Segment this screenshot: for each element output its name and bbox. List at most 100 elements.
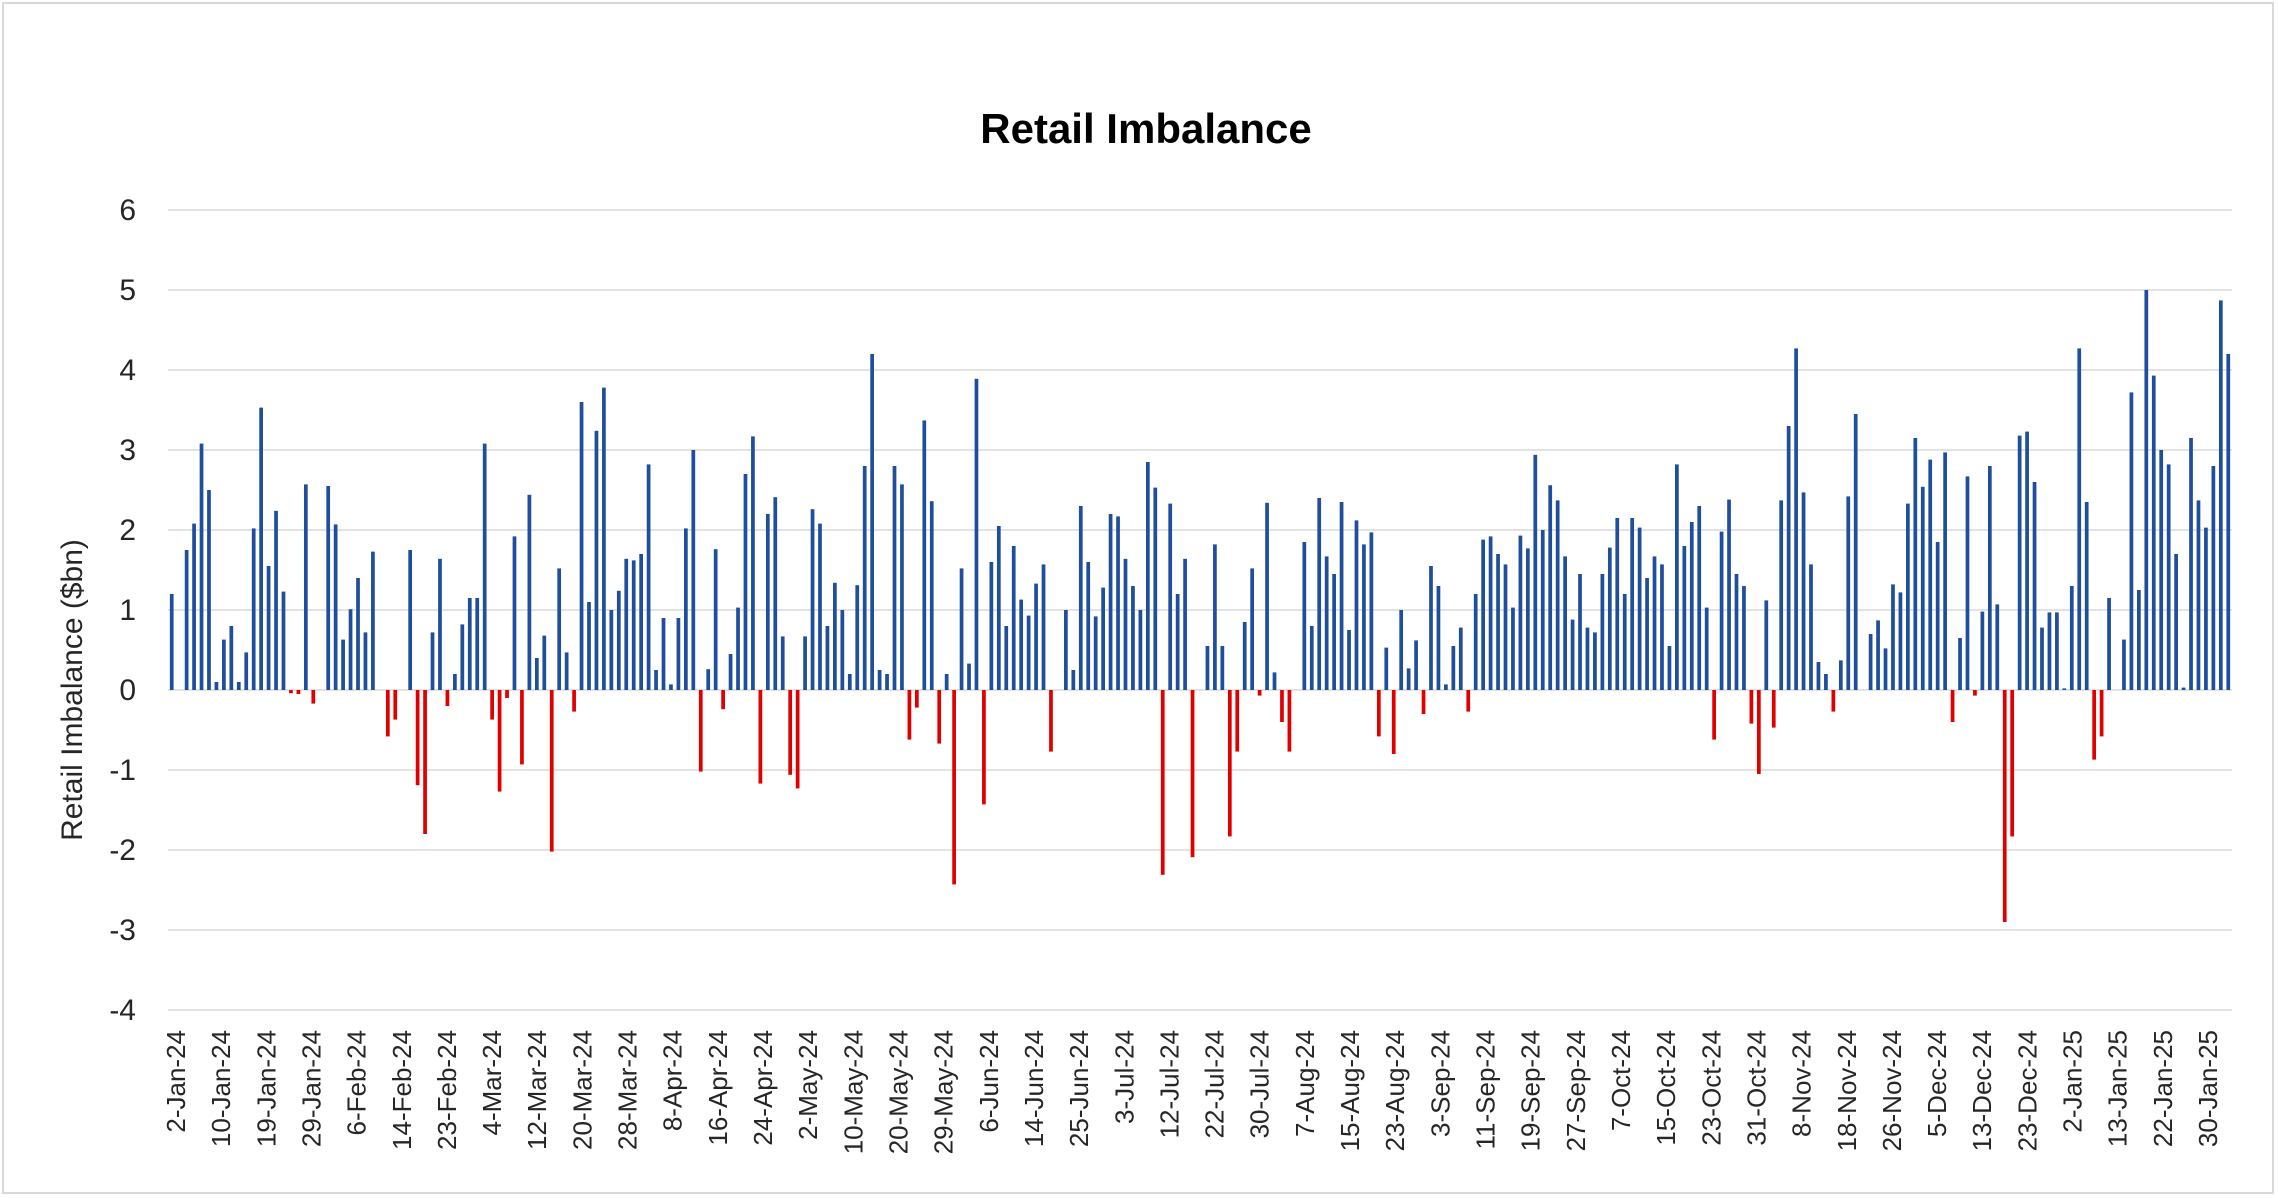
- bar: [2069, 586, 2074, 690]
- bar: [356, 578, 360, 690]
- bar: [631, 560, 636, 690]
- bar: [214, 682, 219, 690]
- x-tick-label: 8-Apr-24: [658, 1030, 688, 1131]
- bar: [2151, 375, 2156, 690]
- bar: [1503, 564, 1508, 690]
- bar: [1153, 487, 1158, 690]
- bar: [1563, 556, 1567, 690]
- bar: [654, 670, 658, 690]
- x-tick-label: 3-Jul-24: [1109, 1030, 1139, 1124]
- bar: [825, 626, 830, 690]
- x-tick-label: 19-Jan-24: [251, 1030, 281, 1147]
- bar: [1168, 503, 1173, 690]
- bar: [1019, 599, 1024, 690]
- bar: [1630, 518, 1635, 690]
- bar: [1458, 627, 1463, 690]
- bar: [1816, 662, 1821, 690]
- bar: [1540, 530, 1545, 690]
- bar: [602, 387, 606, 690]
- bar: [1697, 506, 1702, 690]
- bar: [1041, 564, 1046, 690]
- bar: [1369, 532, 1374, 690]
- bar: [1853, 414, 1858, 690]
- bar: [1108, 514, 1113, 690]
- x-tick-label: 15-Aug-24: [1335, 1030, 1365, 1151]
- bar: [1011, 546, 1016, 690]
- y-tick-label: -3: [109, 914, 136, 947]
- bar: [326, 486, 331, 690]
- bar: [773, 497, 778, 690]
- bar: [2084, 502, 2089, 690]
- bar: [385, 690, 390, 737]
- bar: [1220, 646, 1225, 690]
- y-tick-label: 4: [119, 354, 136, 387]
- bar: [1742, 586, 1746, 690]
- bar: [1607, 547, 1612, 690]
- bar: [1593, 632, 1597, 690]
- bar: [1667, 646, 1672, 690]
- bar: [1451, 646, 1456, 690]
- bar: [1578, 574, 1582, 690]
- bar: [1831, 690, 1836, 712]
- y-tick-label: 5: [119, 274, 136, 307]
- bar: [2092, 690, 2097, 760]
- bar: [1637, 527, 1642, 690]
- bar: [1675, 464, 1679, 690]
- bar: [1824, 674, 1828, 690]
- bar: [467, 598, 472, 690]
- bar: [743, 474, 748, 690]
- bar: [1660, 564, 1664, 690]
- bar: [1302, 542, 1307, 690]
- bar: [579, 402, 584, 690]
- bar: [1145, 462, 1150, 690]
- chart-title: Retail Imbalance: [980, 105, 1311, 152]
- x-tick-label: 12-Jul-24: [1154, 1030, 1184, 1138]
- bar: [1272, 672, 1277, 690]
- bar: [430, 632, 435, 690]
- bar: [1652, 556, 1657, 690]
- y-tick-label: 6: [119, 194, 136, 227]
- y-tick-label: -2: [109, 834, 136, 867]
- x-tick-label: 24-Apr-24: [748, 1030, 778, 1146]
- x-tick-label: 20-Mar-24: [567, 1030, 597, 1150]
- bar: [1771, 690, 1776, 728]
- bar: [900, 484, 904, 690]
- bar: [1414, 640, 1418, 690]
- x-tick-label: 16-Apr-24: [703, 1030, 733, 1146]
- bar: [1712, 690, 1716, 740]
- bar: [266, 566, 271, 690]
- x-tick-label: 10-May-24: [838, 1030, 868, 1154]
- bar: [2032, 482, 2037, 690]
- y-tick-label: -4: [109, 994, 136, 1027]
- bar: [1287, 690, 1292, 752]
- x-tick-label: 6-Feb-24: [342, 1030, 372, 1136]
- bar: [296, 690, 301, 694]
- bar: [1689, 522, 1694, 690]
- bar: [1764, 600, 1769, 690]
- x-tick-label: 14-Feb-24: [387, 1030, 417, 1150]
- bar: [1309, 626, 1314, 690]
- x-tick-label: 2-May-24: [793, 1030, 823, 1140]
- bar: [549, 690, 554, 852]
- bar: [438, 558, 442, 690]
- bar: [2122, 639, 2126, 690]
- bar: [616, 590, 621, 690]
- bar: [527, 494, 532, 690]
- bar: [1488, 536, 1493, 690]
- bar: [877, 670, 882, 690]
- bar: [1183, 558, 1187, 690]
- x-tick-label: 2-Jan-25: [2058, 1030, 2088, 1133]
- bar: [2166, 464, 2171, 690]
- bar: [199, 443, 204, 690]
- bar: [1205, 646, 1210, 690]
- bar: [557, 568, 562, 690]
- bar: [2196, 500, 2201, 690]
- bar: [989, 562, 994, 690]
- bar: [944, 674, 949, 690]
- bar: [1071, 670, 1076, 690]
- bar: [1682, 546, 1687, 690]
- bar: [1354, 520, 1359, 690]
- x-tick-label: 7-Aug-24: [1290, 1030, 1320, 1137]
- x-tick-label: 2-Jan-24: [161, 1030, 191, 1133]
- bar: [423, 690, 427, 834]
